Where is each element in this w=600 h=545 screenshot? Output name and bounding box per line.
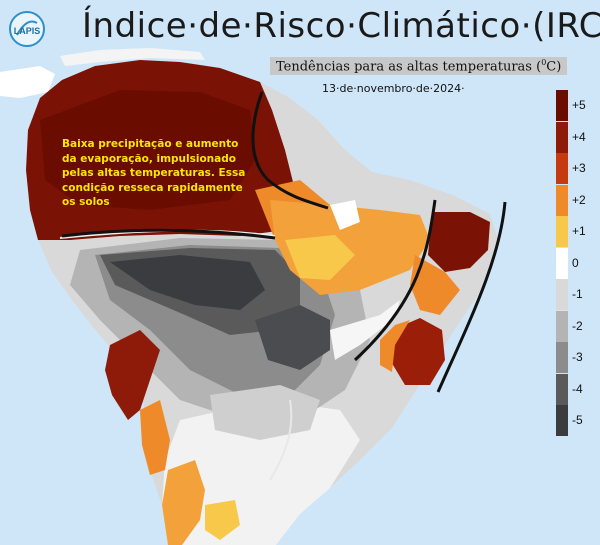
caribbean-fringe <box>60 48 205 66</box>
subtitle-end: C) <box>546 59 562 75</box>
legend-label: -3 <box>572 350 583 364</box>
amazon-boundary-line <box>61 228 276 240</box>
legend-label: -4 <box>572 381 583 396</box>
andes-hot-strip <box>105 330 160 420</box>
legend-swatch <box>556 247 568 279</box>
legend-label: -1 <box>572 287 583 301</box>
legend-swatch <box>556 121 568 153</box>
legend-label: +1 <box>572 224 586 238</box>
legend-swatch <box>556 184 568 216</box>
legend-swatch <box>556 153 568 184</box>
gray-band-5 <box>110 255 265 310</box>
central-yellow-region <box>285 235 355 280</box>
logo-icon: LAPIS <box>9 11 45 47</box>
east-white-corridor <box>330 300 400 360</box>
southern-yellow-patch <box>205 500 240 540</box>
east-boundary-line-2 <box>436 201 507 393</box>
east-boundary-line-1 <box>353 199 437 362</box>
page-title: Índice·de·Risco·Climático·(IRC) <box>82 6 600 46</box>
north-hot-core <box>40 90 255 210</box>
legend-swatch <box>556 342 568 373</box>
legend-swatch <box>556 373 568 405</box>
legend-label: +2 <box>572 192 586 207</box>
map-date: 13·de·novembro·de·2024· <box>322 82 465 95</box>
legend-label: +5 <box>572 98 586 112</box>
northeast-hot-region <box>428 212 490 272</box>
east-hot-spot <box>390 318 445 385</box>
legend-label: -2 <box>572 318 583 333</box>
subtitle-text: Tendências para as altas temperaturas ( <box>276 59 542 75</box>
gray-light-south <box>210 385 320 440</box>
lapis-logo: LAPIS <box>7 9 47 49</box>
northeast-orange-fringe <box>410 255 460 315</box>
andes-orange-strip <box>140 400 170 475</box>
subtitle-superscript: 0 <box>541 58 547 67</box>
east-orange-ring <box>380 320 410 372</box>
gray-band-5b <box>255 305 330 370</box>
legend-swatch <box>556 279 568 310</box>
map-subtitle: Tendências para as altas temperaturas (0… <box>270 57 568 76</box>
logo-text: LAPIS <box>14 26 41 36</box>
legend-label: 0 <box>572 255 579 270</box>
legend-label: -5 <box>572 413 583 427</box>
legend-label: +4 <box>572 129 586 144</box>
southern-orange-patch <box>162 460 205 545</box>
parana-river <box>269 399 293 481</box>
legend-swatch <box>556 216 568 247</box>
central-white-pocket <box>330 200 360 230</box>
central-america-landmass <box>0 66 55 98</box>
annotation-text: Baixa precipitação e aumento da evaporaç… <box>62 138 246 209</box>
legend: +5 +4 +3 +2 +1 0 -1 -2 -3 -4 -5 <box>556 90 596 440</box>
legend-swatch <box>556 310 568 342</box>
legend-swatch <box>556 405 568 436</box>
legend-label: +3 <box>572 161 586 175</box>
legend-swatch <box>556 90 568 121</box>
north-boundary-line <box>251 91 329 210</box>
